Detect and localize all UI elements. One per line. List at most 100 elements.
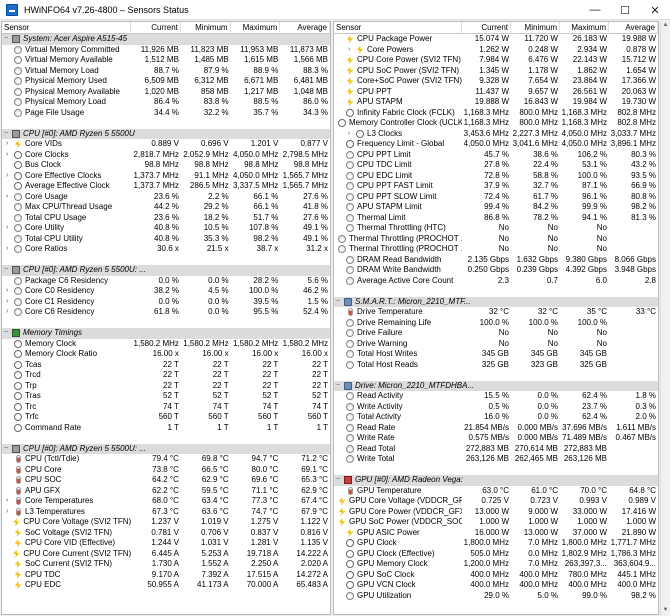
sensor-row[interactable]: Write Rate 0.575 MB/s 0.000 MB/s 71.489 MB/… (334, 433, 658, 444)
sensor-row[interactable]: › L3 Clocks 3,453.6 MHz 2,227.3 MHz 4,050.0 … (334, 129, 658, 140)
sensor-row[interactable]: CPU EDC 50.955 A 41.173 A 70.000 A 65.483 A (2, 580, 330, 591)
collapse-icon[interactable]: − (4, 35, 9, 42)
sensor-row[interactable]: CPU SOC 64.2 °C 62.9 °C 69.6 °C 65.3 °C (2, 475, 330, 486)
sensor-row[interactable]: Memory Controller Clock (UCLK) 1,168.3 MH… (334, 118, 658, 129)
sensor-row[interactable]: Thermal Throttling (PROCHOT ... No No No (334, 244, 658, 255)
sensor-group-header[interactable]: − CPU [#0]: AMD Ryzen 5 5500U: ... (2, 265, 330, 276)
sensor-row[interactable]: › Core Temperatures 68.0 °C 63.4 °C 77.3 °C 6… (2, 496, 330, 507)
collapse-icon[interactable]: − (4, 129, 9, 137)
sensor-row[interactable]: CPU Core 73.8 °C 66.5 °C 80.0 °C 69.1 °C (2, 465, 330, 476)
sensor-row[interactable]: Bus Clock 98.8 MHz 98.8 MHz 98.8 MHz 98.8 MH… (2, 160, 330, 171)
sensor-row[interactable]: CPU Core Voltage (SVI2 TFN) 1.237 V 1.019 … (2, 517, 330, 528)
sensor-row[interactable]: Total Host Writes 345 GB 345 GB 345 GB (334, 349, 658, 360)
sensor-row[interactable]: Total Activity 16.0 % 0.0 % 62.4 % 2.0 % (334, 412, 658, 423)
expand-chevron-icon[interactable]: › (6, 497, 9, 504)
sensor-group-header[interactable]: − System: Acer Aspire A515-45 (2, 34, 330, 45)
sensor-row[interactable]: DRAM Write Bandwidth 0.250 Gbps 0.239 Gbps… (334, 265, 658, 276)
expand-chevron-icon[interactable]: › (6, 507, 9, 515)
close-button[interactable]: ✕ (650, 4, 660, 17)
sensor-row[interactable]: APU GFX 62.2 °C 59.5 °C 71.1 °C 62.9 °C (2, 486, 330, 497)
sensor-row[interactable]: Command Rate 1 T 1 T 1 T 1 T (2, 423, 330, 434)
sensor-row[interactable]: CPU PPT 11.437 W 9.657 W 26.561 W 20.063 W (334, 87, 658, 98)
sensor-row[interactable]: Total CPU Utility 40.8 % 35.3 % 98.2 % 49.1 … (2, 234, 330, 245)
sensor-row[interactable]: CPU TDC 9.170 A 7.392 A 17.515 A 14.272 A (2, 570, 330, 581)
sensor-row[interactable]: GPU VCN Clock 400.0 MHz 400.0 MHz 400.0 MHz… (334, 580, 658, 591)
maximize-button[interactable]: ☐ (620, 4, 630, 17)
sensor-row[interactable]: Trp 22 T 22 T 22 T 22 T (2, 381, 330, 392)
expand-chevron-icon[interactable]: › (348, 129, 351, 137)
sensor-row[interactable]: GPU Clock 1,800.0 MHz 7.0 MHz 1,800.0 MHz 1,… (334, 538, 658, 549)
sensor-row[interactable]: Average Active Core Count 2.3 0.7 6.0 2.8 (334, 276, 658, 287)
sensor-row[interactable]: CPU PPT Limit 45.7 % 38.6 % 106.2 % 80.3 % (334, 150, 658, 161)
column-header-average[interactable]: Average (609, 22, 658, 34)
sensor-row[interactable]: Total CPU Usage 23.6 % 18.2 % 51.7 % 27.6 % (2, 213, 330, 224)
sensor-row[interactable]: › Core Powers 1.262 W 0.248 W 2.934 W 0.878 W (334, 45, 658, 56)
sensor-group-header[interactable]: − GPU [#0]: AMD Radeon Vega: (334, 475, 658, 486)
column-header-sensor[interactable]: Sensor (334, 22, 462, 34)
sensor-row[interactable]: CPU PPT FAST Limit 37.9 % 32.7 % 87.1 % 66.9… (334, 181, 658, 192)
sensor-row[interactable]: CPU Core VID (Effective) 1.244 V 1.031 V 1.… (2, 538, 330, 549)
sensor-row[interactable]: Read Activity 15.5 % 0.0 % 62.4 % 1.8 % (334, 391, 658, 402)
sensor-row[interactable]: GPU Core Voltage (VDDCR_GFX) 0.725 V 0.723… (334, 496, 658, 507)
sensor-row[interactable]: CPU PPT SLOW Limit 72.4 % 61.7 % 96.1 % 80.8… (334, 192, 658, 203)
sensor-row[interactable]: Drive Remaining Life 100.0 % 100.0 % 100.0 … (334, 318, 658, 329)
sensor-row[interactable]: Core+SoC Power (SVI2 TFN) 9.328 W 7.654 W 2… (334, 76, 658, 87)
sensor-group-header[interactable]: − Drive: Micron_2210_MTFDHBA... (334, 380, 658, 391)
vertical-scrollbar[interactable]: ▲ ▼ (660, 21, 669, 615)
sensor-row[interactable]: Write Activity 0.5 % 0.0 % 23.7 % 0.3 % (334, 402, 658, 413)
column-header-maximum[interactable]: Maximum (231, 22, 281, 34)
sensor-row[interactable]: GPU Temperature 63.0 °C 61.0 °C 70.0 °C 64.8… (334, 486, 658, 497)
column-header-current[interactable]: Current (131, 22, 181, 34)
collapse-icon[interactable]: − (4, 444, 9, 452)
expand-chevron-icon[interactable]: › (6, 287, 9, 294)
sensor-row[interactable]: Thermal Limit 86.8 % 78.2 % 94.1 % 81.3 % (334, 213, 658, 224)
sensor-row[interactable]: Thermal Throttling (HTC) No No No (334, 223, 658, 234)
sensor-row[interactable]: Physical Memory Load 86.4 % 83.8 % 88.5 % 86… (2, 97, 330, 108)
sensor-row[interactable]: DRAM Read Bandwidth 2.135 Gbps 1.632 Gbps 9… (334, 255, 658, 266)
sensor-row[interactable]: › Core VIDs 0.889 V 0.696 V 1.201 V 0.877 V (2, 139, 330, 150)
sensor-row[interactable]: GPU SoC Clock 400.0 MHz 400.0 MHz 780.0 MHz… (334, 570, 658, 581)
sensor-group-header[interactable]: − CPU [#0]: AMD Ryzen 5 5500U (2, 128, 330, 139)
sensor-row[interactable]: › Core Usage 23.6 % 2.2 % 66.1 % 27.6 % (2, 192, 330, 203)
sensor-row[interactable]: Virtual Memory Committed 11,926 MB 11,823 … (2, 45, 330, 56)
sensor-row[interactable]: › Core C6 Residency 61.8 % 0.0 % 95.5 % 52.4 … (2, 307, 330, 318)
scroll-down-icon[interactable]: ▼ (662, 607, 669, 613)
expand-chevron-icon[interactable]: › (6, 171, 9, 179)
sensor-row[interactable]: Total Host Reads 325 GB 323 GB 325 GB (334, 360, 658, 371)
sensor-row[interactable]: Memory Clock 1,580.2 MHz 1,580.2 MHz 1,580.… (2, 339, 330, 350)
column-header-current[interactable]: Current (462, 22, 511, 34)
expand-chevron-icon[interactable]: › (6, 140, 9, 147)
sensor-row[interactable]: Trcd 22 T 22 T 22 T 22 T (2, 370, 330, 381)
expand-chevron-icon[interactable]: › (6, 150, 9, 158)
expand-chevron-icon[interactable]: › (6, 308, 9, 315)
sensor-row[interactable]: GPU Utilization 29.0 % 5.0 % 99.0 % 98.2 % (334, 591, 658, 602)
sensor-row[interactable]: GPU Core Power (VDDCR_GFX) 13.000 W 9.000 … (334, 507, 658, 518)
sensor-row[interactable]: Read Total 272,883 MB 270,614 MB 272,883 MB (334, 444, 658, 455)
sensor-row[interactable]: Tcas 22 T 22 T 22 T 22 T (2, 360, 330, 371)
sensor-row[interactable]: Physical Memory Used 6,509 MB 6,312 MB 6,67… (2, 76, 330, 87)
sensor-row[interactable]: SoC Current (SVI2 TFN) 1.730 A 1.552 A 2.25… (2, 559, 330, 570)
sensor-row[interactable]: Max CPU/Thread Usage 44.2 % 29.2 % 66.1 % 41… (2, 202, 330, 213)
sensor-row[interactable]: Package C6 Residency 0.0 % 0.0 % 28.2 % 5.6 … (2, 276, 330, 287)
sensor-row[interactable]: › Core C1 Residency 0.0 % 0.0 % 39.5 % 1.5 % (2, 297, 330, 308)
sensor-row[interactable]: › Core Clocks 2,818.7 MHz 2,052.9 MHz 4,050.… (2, 150, 330, 161)
sensor-row[interactable]: GPU ASIC Power 16.000 W 13.000 W 37.000 W 21… (334, 528, 658, 539)
sensor-row[interactable]: Trfc 560 T 560 T 560 T 560 T (2, 412, 330, 423)
expand-chevron-icon[interactable]: › (6, 192, 9, 200)
expand-chevron-icon[interactable]: › (6, 224, 9, 231)
sensor-row[interactable]: Read Rate 21.854 MB/s 0.000 MB/s 37.696 MB/… (334, 423, 658, 434)
collapse-icon[interactable]: − (336, 381, 341, 389)
sensor-row[interactable]: Average Effective Clock 1,373.7 MHz 286.5 … (2, 181, 330, 192)
sensor-row[interactable]: Infinity Fabric Clock (FCLK) 1,168.3 MHz 8… (334, 108, 658, 119)
sensor-row[interactable]: CPU Core Power (SVI2 TFN) 7.984 W 6.476 W 2… (334, 55, 658, 66)
sensor-row[interactable]: GPU Clock (Effective) 505.0 MHz 0.0 MHz 1,8… (334, 549, 658, 560)
collapse-icon[interactable]: − (4, 266, 9, 273)
column-header-minimum[interactable]: Minimum (511, 22, 560, 34)
sensor-row[interactable]: APU STAPM 19.888 W 16.843 W 19.984 W 19.730 … (334, 97, 658, 108)
sensor-row[interactable]: › Core C0 Residency 38.2 % 4.5 % 100.0 % 46.2… (2, 286, 330, 297)
scroll-up-icon[interactable]: ▲ (662, 22, 669, 28)
sensor-group-header[interactable]: − Memory Timings (2, 328, 330, 339)
expand-chevron-icon[interactable]: › (348, 45, 351, 53)
column-header-maximum[interactable]: Maximum (560, 22, 609, 34)
sensor-row[interactable]: Drive Warning No No No (334, 339, 658, 350)
